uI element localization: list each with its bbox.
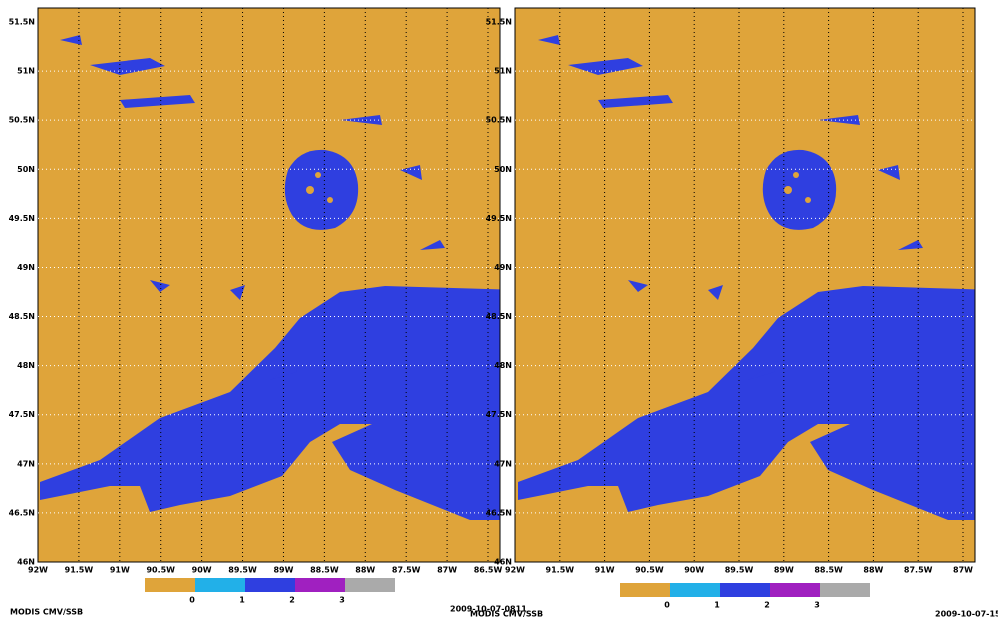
y-tick-label: 49N bbox=[494, 263, 512, 272]
y-tick-label: 48.5N bbox=[9, 312, 35, 321]
x-tick-label: 88W bbox=[355, 566, 375, 575]
panel-frame bbox=[514, 7, 976, 563]
x-tick-label: 86.5W bbox=[474, 566, 503, 575]
colorbar-label: 3 bbox=[814, 601, 820, 610]
y-tick-label: 49.5N bbox=[486, 214, 512, 223]
y-tick-label: 51N bbox=[17, 67, 35, 76]
y-tick-label: 47.5N bbox=[486, 410, 512, 419]
y-tick-label: 48.5N bbox=[486, 312, 512, 321]
colorbar-label: 2 bbox=[764, 601, 770, 610]
x-tick-label: 89.5W bbox=[725, 566, 754, 575]
y-tick-label: 47.5N bbox=[9, 410, 35, 419]
footer-credit: MODIS CMV/SSB bbox=[10, 608, 83, 617]
y-tick-label: 51N bbox=[494, 67, 512, 76]
x-tick-label: 90.5W bbox=[635, 566, 664, 575]
x-tick-label: 88W bbox=[863, 566, 883, 575]
x-tick-label: 87W bbox=[437, 566, 457, 575]
colorbar-label: 0 bbox=[189, 596, 195, 605]
y-tick-label: 50N bbox=[17, 165, 35, 174]
footer-credit: MODIS CMV/SSB bbox=[470, 610, 543, 619]
y-tick-label: 46.5N bbox=[486, 508, 512, 517]
colorbar-label: 1 bbox=[714, 601, 720, 610]
x-tick-label: 87.5W bbox=[392, 566, 421, 575]
y-tick-label: 48N bbox=[494, 361, 512, 370]
footer-timestamp: 2009-10-07-1541 bbox=[935, 610, 998, 619]
x-tick-label: 88.5W bbox=[814, 566, 843, 575]
y-tick-label: 50.5N bbox=[9, 116, 35, 125]
x-tick-label: 88.5W bbox=[310, 566, 339, 575]
y-tick-label: 49.5N bbox=[9, 214, 35, 223]
colorbar-label: 2 bbox=[289, 596, 295, 605]
colorbar-label: 3 bbox=[339, 596, 345, 605]
colorbar bbox=[620, 583, 870, 597]
x-tick-label: 89.5W bbox=[228, 566, 257, 575]
colorbar-label: 1 bbox=[239, 596, 245, 605]
x-tick-label: 91.5W bbox=[546, 566, 575, 575]
x-tick-label: 92W bbox=[505, 566, 525, 575]
x-tick-label: 89W bbox=[273, 566, 293, 575]
x-tick-label: 92W bbox=[28, 566, 48, 575]
y-tick-label: 46N bbox=[494, 558, 512, 567]
y-tick-label: 51.5N bbox=[9, 18, 35, 27]
x-tick-label: 90.5W bbox=[146, 566, 175, 575]
y-tick-label: 46N bbox=[17, 558, 35, 567]
x-tick-label: 91.5W bbox=[65, 566, 94, 575]
x-tick-label: 91W bbox=[110, 566, 130, 575]
y-tick-label: 47N bbox=[494, 459, 512, 468]
map-panel-right bbox=[515, 8, 975, 562]
y-tick-label: 46.5N bbox=[9, 508, 35, 517]
x-tick-label: 89W bbox=[774, 566, 794, 575]
footer-timestamp: 2009-10-07-0811 bbox=[450, 605, 527, 614]
y-tick-label: 47N bbox=[17, 459, 35, 468]
y-tick-label: 51.5N bbox=[486, 18, 512, 27]
x-tick-label: 87W bbox=[953, 566, 973, 575]
y-tick-label: 50.5N bbox=[486, 116, 512, 125]
colorbar bbox=[145, 578, 395, 592]
x-tick-label: 90W bbox=[684, 566, 704, 575]
colorbar-label: 0 bbox=[664, 601, 670, 610]
x-tick-label: 87.5W bbox=[904, 566, 933, 575]
x-tick-label: 91W bbox=[595, 566, 615, 575]
panel-frame bbox=[37, 7, 501, 563]
map-panel-left bbox=[38, 8, 500, 562]
y-tick-label: 49N bbox=[17, 263, 35, 272]
y-tick-label: 50N bbox=[494, 165, 512, 174]
y-tick-label: 48N bbox=[17, 361, 35, 370]
x-tick-label: 90W bbox=[192, 566, 212, 575]
